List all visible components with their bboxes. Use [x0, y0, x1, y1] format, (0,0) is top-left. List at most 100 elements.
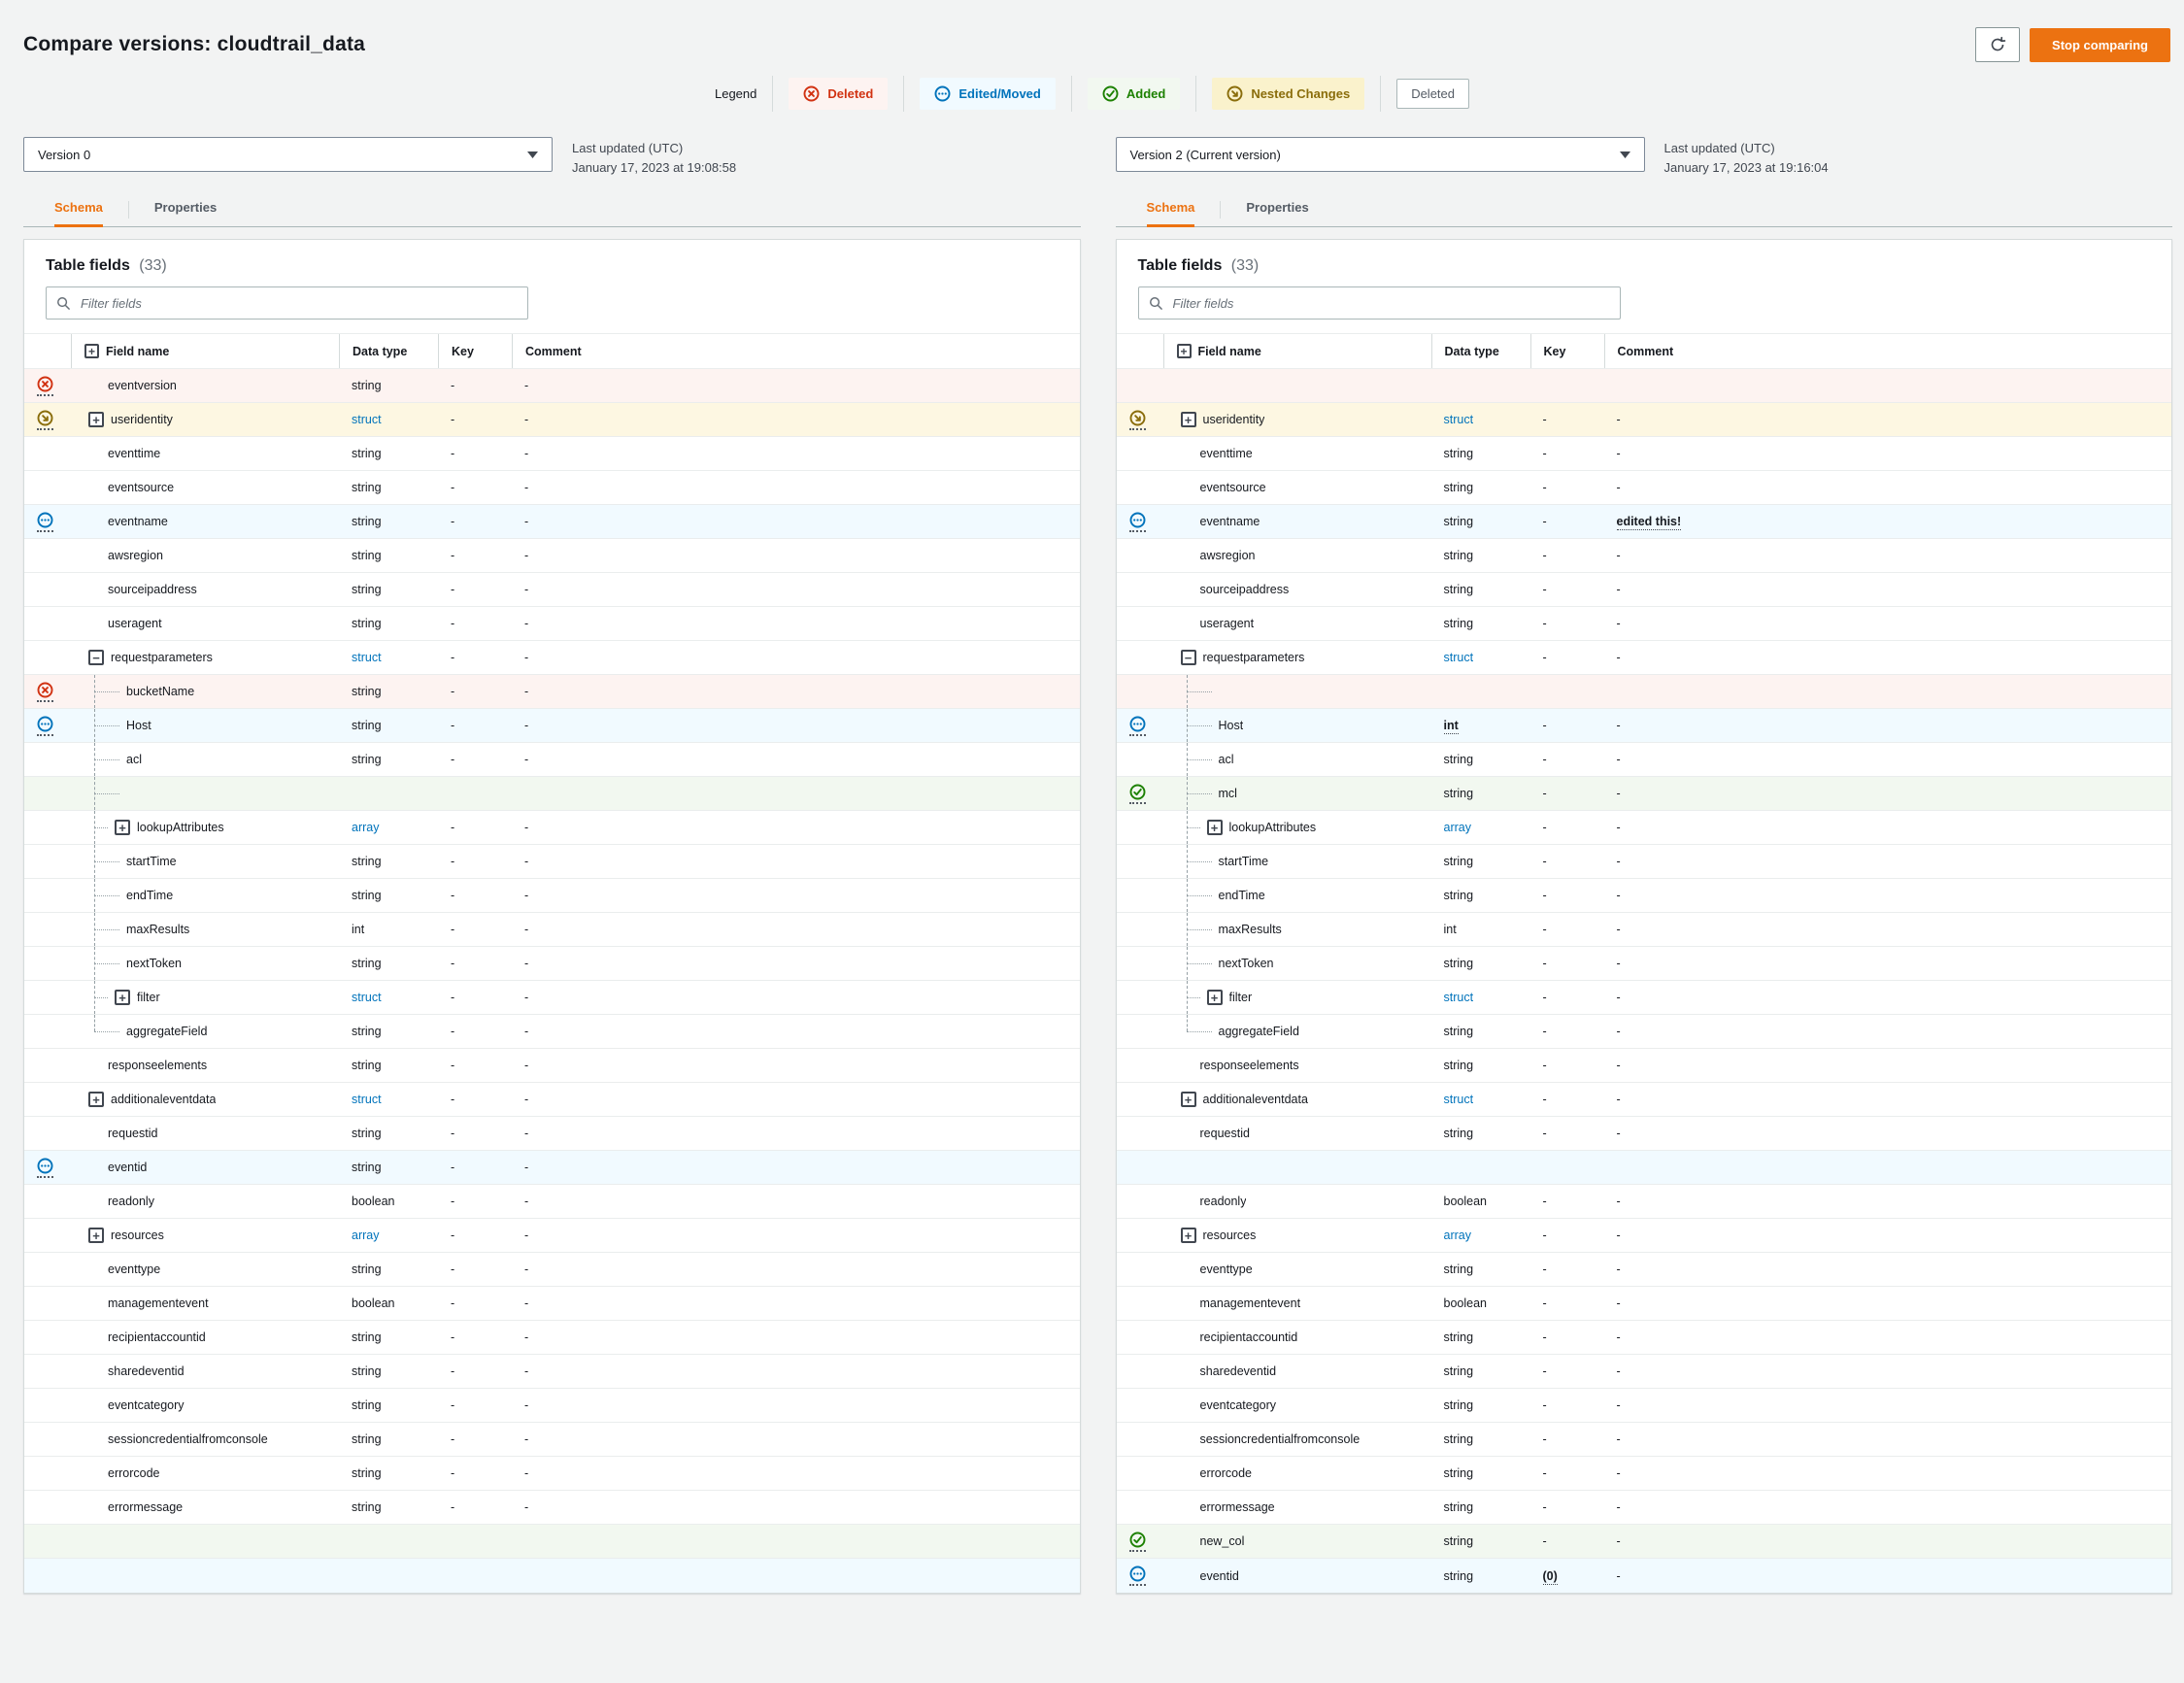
- key-value: -: [1542, 787, 1547, 800]
- edited-status-icon[interactable]: [37, 1158, 53, 1178]
- expander-icon[interactable]: +: [1206, 990, 1223, 1005]
- edited-status-icon[interactable]: [1128, 512, 1146, 532]
- data-type[interactable]: array: [1443, 821, 1471, 834]
- field-name: errorcode: [1199, 1466, 1253, 1480]
- data-type[interactable]: struct: [352, 1093, 382, 1106]
- added-status-icon: [1102, 85, 1119, 102]
- comment-value: -: [1616, 923, 1621, 936]
- field-name: managementevent: [108, 1296, 209, 1310]
- edited-status-icon[interactable]: [37, 512, 53, 532]
- schema-field-row: eventversion string - -: [24, 369, 1080, 403]
- field-name: eventid: [1199, 1568, 1239, 1583]
- schema-field-row: + additionaleventdata struct - -: [24, 1083, 1080, 1117]
- data-type[interactable]: struct: [1443, 991, 1474, 1004]
- tab-schema[interactable]: Schema: [1146, 194, 1194, 227]
- legend-divider: [1070, 76, 1072, 112]
- key-value: -: [451, 651, 455, 664]
- expander-icon[interactable]: +: [115, 990, 130, 1005]
- comment-value: -: [524, 549, 529, 562]
- schema-field-row: responseelements string - -: [24, 1049, 1080, 1083]
- refresh-button[interactable]: [1975, 27, 2021, 62]
- field-name: eventid: [108, 1161, 148, 1174]
- deleted-status-icon[interactable]: [37, 376, 53, 396]
- edited-status-icon[interactable]: [1128, 1565, 1146, 1586]
- data-type: string: [352, 447, 382, 460]
- schema-field-row: sourceipaddress string - -: [24, 573, 1080, 607]
- comment-value: -: [524, 719, 529, 732]
- field-name: errorcode: [108, 1466, 160, 1480]
- schema-field-row: eventname string - -: [24, 505, 1080, 539]
- added-status-icon[interactable]: [1128, 1532, 1146, 1552]
- nested-status-icon[interactable]: [1128, 410, 1146, 430]
- key-value: -: [1542, 1330, 1547, 1344]
- expander-icon[interactable]: +: [1180, 1228, 1196, 1243]
- nested-status-icon[interactable]: [37, 410, 53, 430]
- version-select-value: Version 0: [38, 147, 91, 162]
- tab-properties[interactable]: Properties: [153, 200, 218, 215]
- comment-value: -: [1616, 753, 1621, 766]
- filter-fields-input[interactable]: [1170, 294, 1610, 312]
- version-select[interactable]: Version 2 (Current version): [1115, 137, 1645, 172]
- key-value: -: [1542, 515, 1547, 528]
- expander-icon[interactable]: +: [88, 412, 104, 427]
- key-value: -: [451, 889, 455, 902]
- key-value: -: [451, 685, 455, 698]
- chevron-down-icon: [527, 151, 538, 158]
- schema-field-row: acl string - -: [1116, 743, 2171, 777]
- expander-icon[interactable]: +: [88, 1092, 104, 1107]
- data-type[interactable]: struct: [352, 991, 382, 1004]
- field-name: mcl: [1218, 787, 1237, 800]
- expander-icon[interactable]: +: [88, 1228, 104, 1243]
- key-value: -: [1542, 889, 1547, 902]
- comment-value: -: [524, 583, 529, 596]
- key-value[interactable]: (0): [1542, 1568, 1558, 1585]
- field-name: responseelements: [108, 1059, 208, 1072]
- version-select[interactable]: Version 0: [23, 137, 553, 172]
- comment-value: -: [1616, 481, 1621, 494]
- data-type[interactable]: array: [352, 1229, 380, 1242]
- edited-status-icon[interactable]: [1128, 716, 1146, 736]
- field-name: eventtype: [1199, 1262, 1253, 1276]
- deleted-status-icon[interactable]: [37, 682, 53, 702]
- key-value: -: [1542, 1195, 1547, 1208]
- expander-icon[interactable]: +: [1180, 1092, 1196, 1107]
- edited-status-icon: [934, 85, 951, 102]
- data-type: string: [1443, 549, 1474, 562]
- filter-fields-input[interactable]: [79, 294, 518, 312]
- tab-divider: [1220, 201, 1222, 219]
- data-type[interactable]: struct: [352, 413, 382, 426]
- data-type[interactable]: struct: [1443, 651, 1474, 664]
- data-type[interactable]: int: [1443, 719, 1459, 734]
- field-name: eventsource: [1199, 481, 1266, 494]
- filter-fields-box[interactable]: [46, 286, 528, 320]
- key-value: -: [1542, 1262, 1547, 1276]
- expander-icon[interactable]: +: [1206, 820, 1223, 835]
- comment-value: -: [524, 447, 529, 460]
- comment-value[interactable]: edited this!: [1616, 515, 1682, 530]
- data-type: string: [352, 1398, 382, 1412]
- last-updated-label: Last updated (UTC): [572, 141, 684, 155]
- data-type[interactable]: struct: [1443, 413, 1474, 426]
- key-value: -: [1542, 617, 1547, 630]
- added-status-icon[interactable]: [1128, 784, 1146, 804]
- edited-status-icon[interactable]: [37, 716, 53, 736]
- expander-icon[interactable]: +: [1180, 412, 1196, 427]
- tab-schema[interactable]: Schema: [54, 194, 103, 227]
- key-value: -: [1542, 957, 1547, 970]
- key-value: -: [1542, 1432, 1547, 1446]
- stop-comparing-button[interactable]: Stop comparing: [2030, 27, 2170, 62]
- filter-fields-box[interactable]: [1137, 286, 1621, 320]
- key-value: -: [1542, 583, 1547, 596]
- expander-icon[interactable]: −: [88, 650, 104, 665]
- schema-field-row: eventtype string - -: [24, 1253, 1080, 1287]
- data-type[interactable]: array: [352, 821, 380, 834]
- expander-icon[interactable]: +: [115, 820, 130, 835]
- data-type[interactable]: array: [1443, 1229, 1471, 1242]
- data-type: string: [1443, 787, 1474, 800]
- tab-properties[interactable]: Properties: [1246, 200, 1309, 215]
- expander-icon[interactable]: −: [1180, 650, 1196, 665]
- field-name: sessioncredentialfromconsole: [108, 1432, 268, 1446]
- data-type[interactable]: struct: [352, 651, 382, 664]
- data-type[interactable]: struct: [1443, 1093, 1474, 1106]
- data-type: int: [1443, 923, 1457, 936]
